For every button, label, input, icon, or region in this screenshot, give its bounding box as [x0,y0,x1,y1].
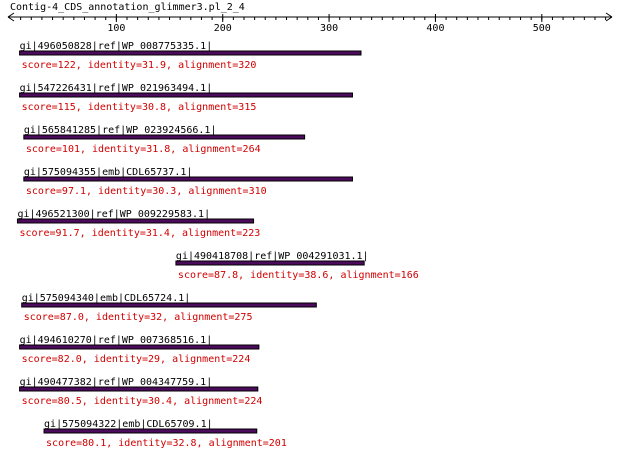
hit-bar [21,302,317,308]
hit-score: score=101, identity=31.8, alignment=264 [26,144,261,155]
hit-name: gi|575094322|emb|CDL65709.1| [44,419,213,430]
tick-label: 100 [107,23,125,34]
hit-score: score=97.1, identity=30.3, alignment=310 [26,186,267,197]
hit-name: gi|565841285|ref|WP_023924566.1| [24,125,217,136]
tick-label: 200 [214,23,232,34]
tick-label: 400 [426,23,444,34]
hit-score: score=82.0, identity=29, alignment=224 [22,354,251,365]
hit-bar [23,134,306,140]
hit-name: gi|575094340|emb|CDL65724.1| [22,293,191,304]
hit-score: score=80.1, identity=32.8, alignment=201 [46,438,287,449]
hit-bar [19,344,260,350]
hit-name: gi|490477382|ref|WP_004347759.1| [20,377,213,388]
ruler-arrows [7,12,613,22]
hit-score: score=80.5, identity=30.4, alignment=224 [22,396,263,407]
hit-name: gi|496050828|ref|WP_008775335.1| [20,41,213,52]
hit-bar [23,176,353,182]
hit-score: score=87.8, identity=38.6, alignment=166 [178,270,419,281]
hit-score: score=87.0, identity=32, alignment=275 [24,312,253,323]
hit-name: gi|494610270|ref|WP_007368516.1| [20,335,213,346]
tick-label: 300 [320,23,338,34]
hit-name: gi|490418708|ref|WP_004291031.1| [176,251,369,262]
hit-name: gi|575094355|emb|CDL65737.1| [24,167,193,178]
hit-score: score=91.7, identity=31.4, alignment=223 [19,228,260,239]
hit-score: score=122, identity=31.9, alignment=320 [22,60,257,71]
hit-bar [175,260,365,266]
hit-score: score=115, identity=30.8, alignment=315 [22,102,257,113]
hit-bar [19,92,353,98]
hit-name: gi|496521300|ref|WP_009229583.1| [17,209,210,220]
tick-label: 500 [533,23,551,34]
hit-bar [43,428,258,434]
hit-bar [16,218,255,224]
track-title: Contig-4_CDS_annotation_glimmer3.pl_2_4 [10,2,245,13]
hit-name: gi|547226431|ref|WP_021963494.1| [20,83,213,94]
hit-bar [19,386,259,392]
hit-bar [19,50,362,56]
